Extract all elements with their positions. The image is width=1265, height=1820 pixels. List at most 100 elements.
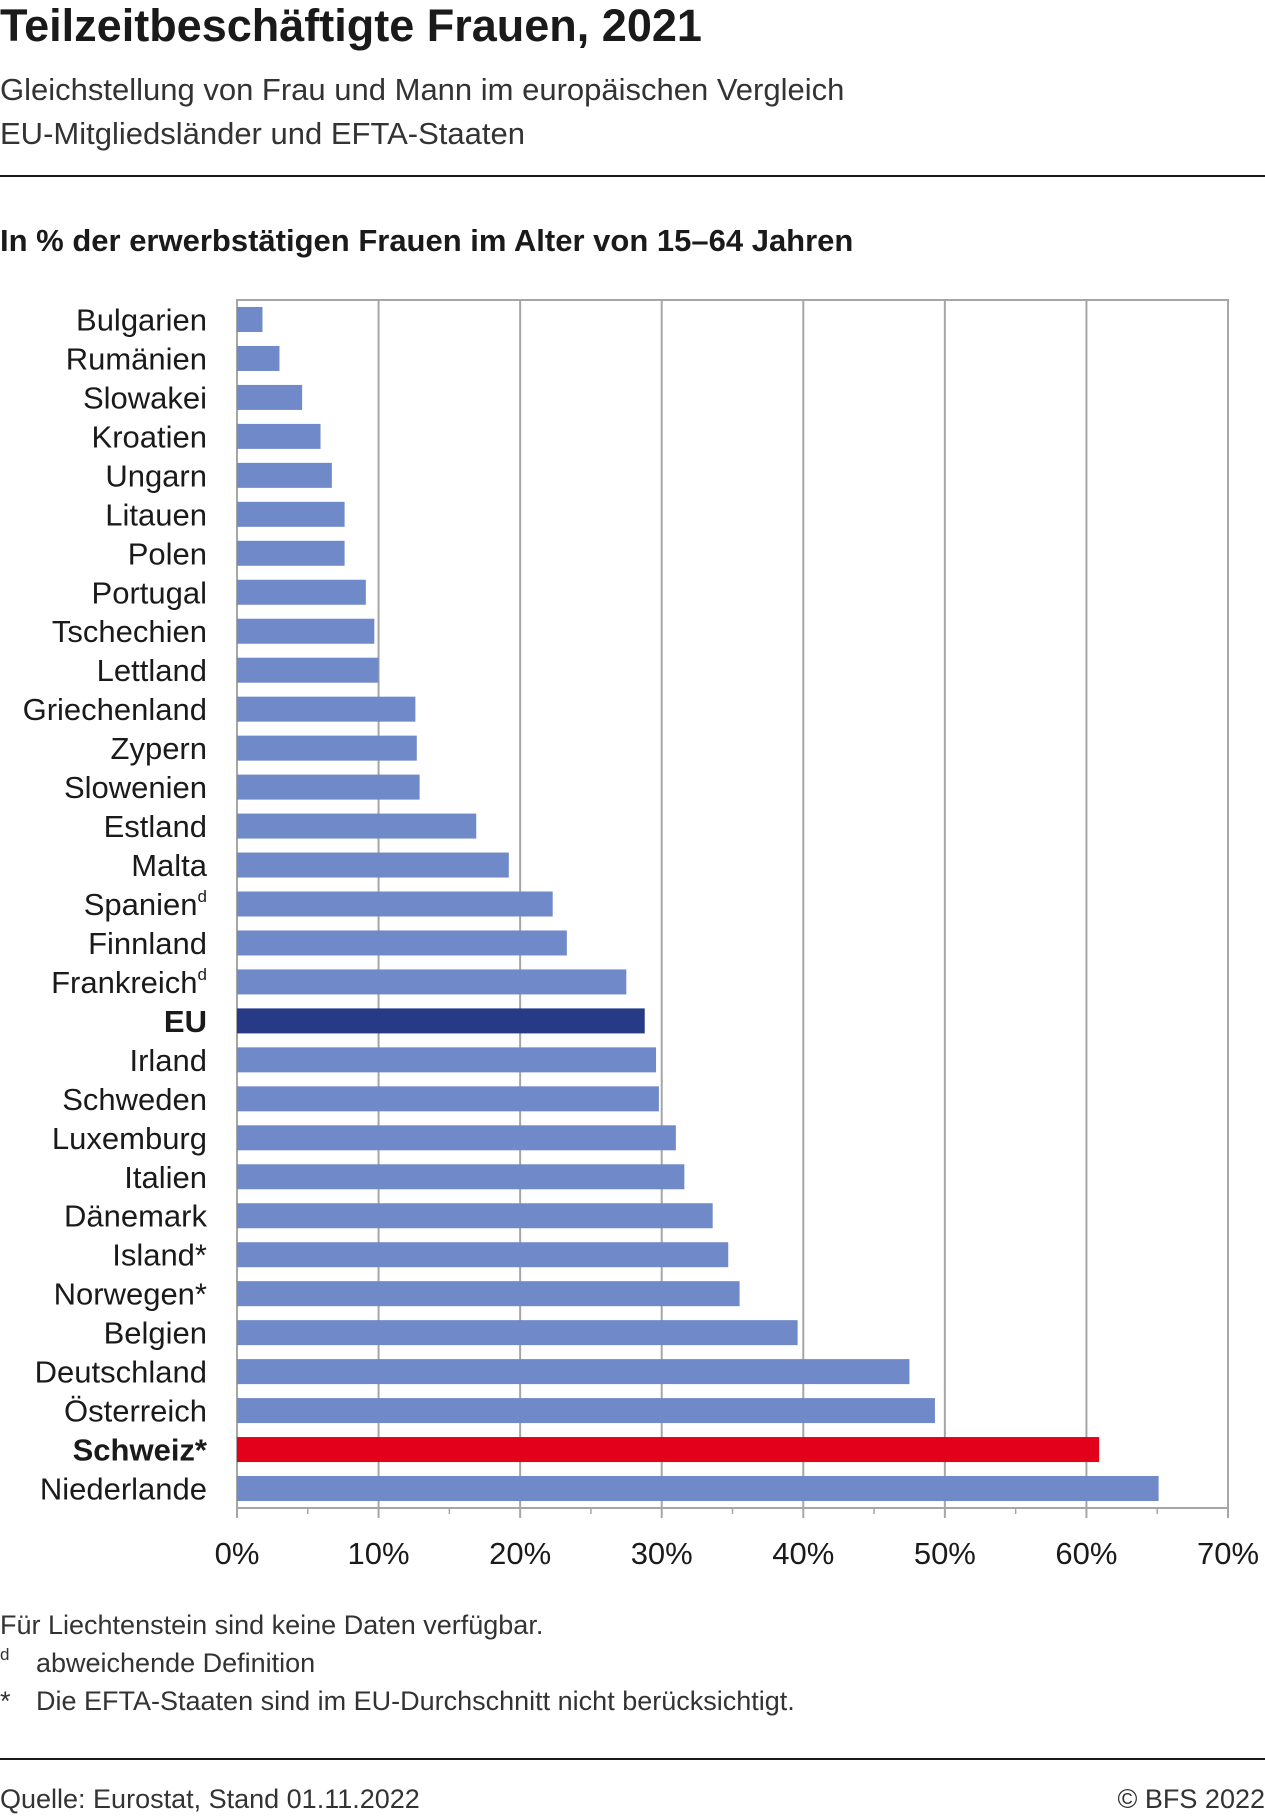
bar-Niederlande bbox=[237, 1476, 1159, 1502]
category-label-text: Irland bbox=[129, 1043, 207, 1078]
category-label-text: Deutschland bbox=[35, 1355, 207, 1390]
note-no-data-text: Für Liechtenstein sind keine Daten verfü… bbox=[0, 1610, 544, 1640]
x-tick-label-40: 40% bbox=[772, 1536, 834, 1571]
x-tick-label-20: 20% bbox=[489, 1536, 551, 1571]
bar-Schweiz* bbox=[237, 1437, 1100, 1463]
bar-Belgien bbox=[237, 1320, 798, 1346]
category-label-Lettland: Lettland bbox=[97, 653, 207, 688]
bar-Deutschland bbox=[237, 1359, 910, 1385]
subtitle-line-2: EU-Mitgliedsländer und EFTA-Staaten bbox=[0, 116, 525, 151]
category-label-Estland: Estland bbox=[104, 809, 207, 844]
bar-Norwegen* bbox=[237, 1281, 740, 1307]
category-label-Schweden: Schweden bbox=[62, 1082, 207, 1117]
category-label-Irland: Irland bbox=[129, 1043, 207, 1078]
category-label-text: Slowakei bbox=[83, 380, 207, 415]
x-tick-label-0: 0% bbox=[215, 1536, 260, 1571]
category-label-Finnland: Finnland bbox=[88, 926, 207, 961]
category-label-Bulgarien: Bulgarien bbox=[76, 302, 207, 337]
category-label-Frankreich: Frankreichd bbox=[51, 965, 207, 1000]
bar-Rumänien bbox=[237, 345, 280, 371]
bar-Tschechien bbox=[237, 618, 375, 644]
category-label-text: Spanien bbox=[84, 887, 198, 922]
category-label-text: Litauen bbox=[105, 497, 207, 532]
category-label-Polen: Polen bbox=[128, 536, 207, 571]
bar-Island* bbox=[237, 1242, 729, 1268]
category-label-text: Bulgarien bbox=[76, 302, 207, 337]
category-label-text: Zypern bbox=[111, 731, 207, 766]
category-label-Italien: Italien bbox=[124, 1160, 207, 1195]
subtitle-line-1: Gleichstellung von Frau und Mann im euro… bbox=[0, 72, 845, 107]
bar-Irland bbox=[237, 1047, 657, 1073]
x-tick-label-10: 10% bbox=[348, 1536, 410, 1571]
category-label-text: Malta bbox=[131, 848, 208, 883]
category-label-text: Portugal bbox=[92, 575, 207, 610]
bar-Finnland bbox=[237, 930, 567, 956]
category-label-Griechenland: Griechenland bbox=[23, 692, 207, 727]
category-label-Norwegen*: Norwegen* bbox=[54, 1277, 207, 1312]
bar-Frankreich bbox=[237, 969, 627, 995]
category-label-EU: EU bbox=[164, 1004, 207, 1039]
category-label-text: Österreich bbox=[64, 1394, 207, 1429]
category-label-text: Rumänien bbox=[66, 341, 207, 376]
x-tick-label-50: 50% bbox=[914, 1536, 976, 1571]
category-label-text: Island* bbox=[112, 1238, 207, 1273]
bar-Spanien bbox=[237, 891, 553, 917]
category-label-text: Norwegen* bbox=[54, 1277, 207, 1312]
chart-title: Teilzeitbeschäftigte Frauen, 2021 bbox=[0, 0, 702, 51]
category-label-text: Griechenland bbox=[23, 692, 207, 727]
category-label-superscript: d bbox=[198, 887, 207, 906]
bar-Lettland bbox=[237, 657, 379, 683]
category-label-text: Ungarn bbox=[105, 458, 207, 493]
category-label-text: Schweden bbox=[62, 1082, 207, 1117]
category-label-Österreich: Österreich bbox=[64, 1394, 207, 1429]
note-efta: * Die EFTA-Staaten sind im EU-Durchschnit… bbox=[0, 1682, 795, 1720]
category-label-text: EU bbox=[164, 1004, 207, 1039]
bar-Polen bbox=[237, 540, 345, 566]
category-label-Rumänien: Rumänien bbox=[66, 341, 207, 376]
category-label-Belgien: Belgien bbox=[104, 1316, 207, 1351]
note-efta-text: Die EFTA-Staaten sind im EU-Durchschnitt… bbox=[36, 1686, 795, 1716]
category-label-Litauen: Litauen bbox=[105, 497, 207, 532]
top-divider bbox=[0, 175, 1265, 177]
bar-Griechenland bbox=[237, 696, 416, 722]
note-definition-text: abweichende Definition bbox=[36, 1648, 316, 1678]
category-label-Schweiz*: Schweiz* bbox=[73, 1433, 208, 1468]
bar-Slowenien bbox=[237, 774, 420, 800]
category-label-Slowenien: Slowenien bbox=[64, 770, 207, 805]
category-label-Slowakei: Slowakei bbox=[83, 380, 207, 415]
x-tick-label-30: 30% bbox=[631, 1536, 693, 1571]
bar-Italien bbox=[237, 1164, 685, 1190]
category-label-text: Schweiz* bbox=[73, 1433, 208, 1468]
category-label-text: Polen bbox=[128, 536, 207, 571]
category-label-Deutschland: Deutschland bbox=[35, 1355, 207, 1390]
category-label-text: Slowenien bbox=[64, 770, 207, 805]
bar-Litauen bbox=[237, 501, 345, 527]
bar-Slowakei bbox=[237, 384, 303, 410]
note-definition-mark: d bbox=[0, 1645, 10, 1664]
category-label-Dänemark: Dänemark bbox=[64, 1199, 207, 1234]
note-definition: d abweichende Definition bbox=[0, 1644, 795, 1682]
bar-Schweden bbox=[237, 1086, 659, 1112]
bar-Ungarn bbox=[237, 462, 332, 488]
category-label-text: Tschechien bbox=[52, 614, 207, 649]
bar-Estland bbox=[237, 813, 477, 839]
category-label-text: Niederlande bbox=[40, 1472, 207, 1507]
bar-chart: 0% 10% 20% 30% 40% 50% 60% 70% Bulgarien Rumänien… bbox=[23, 299, 1259, 1571]
bar-Portugal bbox=[237, 579, 366, 605]
category-label-Ungarn: Ungarn bbox=[105, 458, 207, 493]
category-label-superscript: d bbox=[198, 965, 207, 984]
category-label-Malta: Malta bbox=[131, 848, 208, 883]
bar-Österreich bbox=[237, 1398, 935, 1424]
category-label-Tschechien: Tschechien bbox=[52, 614, 207, 649]
bottom-divider bbox=[0, 1758, 1265, 1760]
category-label-text: Italien bbox=[124, 1160, 207, 1195]
category-label-text: Kroatien bbox=[92, 419, 207, 454]
category-label-Island*: Island* bbox=[112, 1238, 207, 1273]
category-label-Portugal: Portugal bbox=[92, 575, 207, 610]
category-label-text: Frankreich bbox=[51, 965, 197, 1000]
bar-Bulgarien bbox=[237, 306, 263, 332]
bar-Kroatien bbox=[237, 423, 321, 449]
category-label-Spanien: Spaniend bbox=[84, 887, 207, 922]
x-tick-label-60: 60% bbox=[1055, 1536, 1117, 1571]
bar-Zypern bbox=[237, 735, 417, 761]
